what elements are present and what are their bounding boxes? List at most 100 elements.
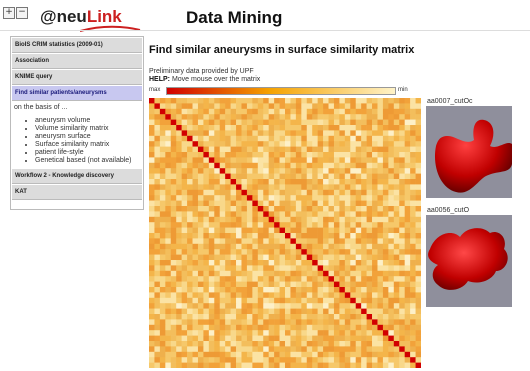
- matrix-cell[interactable]: [415, 324, 421, 331]
- matrix-cell[interactable]: [415, 227, 421, 234]
- matrix-cell[interactable]: [393, 108, 400, 115]
- matrix-cell[interactable]: [388, 184, 395, 191]
- matrix-cell[interactable]: [257, 146, 264, 153]
- matrix-cell[interactable]: [372, 130, 378, 137]
- matrix-cell[interactable]: [203, 346, 210, 353]
- matrix-cell[interactable]: [279, 330, 286, 336]
- matrix-cell[interactable]: [241, 287, 248, 293]
- matrix-cell[interactable]: [361, 249, 367, 255]
- matrix-cell[interactable]: [165, 103, 172, 110]
- matrix-cell[interactable]: [339, 346, 346, 353]
- matrix-cell[interactable]: [154, 157, 161, 164]
- matrix-cell[interactable]: [219, 287, 226, 293]
- matrix-cell[interactable]: [312, 98, 318, 104]
- matrix-cell[interactable]: [372, 330, 378, 336]
- matrix-cell[interactable]: [323, 265, 329, 272]
- matrix-cell[interactable]: [181, 168, 188, 174]
- matrix-cell[interactable]: [415, 341, 421, 347]
- matrix-cell[interactable]: [192, 211, 199, 218]
- matrix-cell[interactable]: [268, 146, 275, 153]
- matrix-cell[interactable]: [187, 335, 193, 342]
- matrix-cell[interactable]: [246, 330, 253, 336]
- matrix-cell[interactable]: [295, 119, 302, 126]
- matrix-cell[interactable]: [214, 335, 221, 342]
- matrix-cell[interactable]: [187, 281, 193, 288]
- matrix-cell[interactable]: [350, 238, 357, 245]
- matrix-cell[interactable]: [170, 103, 177, 110]
- matrix-cell[interactable]: [236, 233, 242, 239]
- matrix-cell[interactable]: [350, 292, 357, 299]
- matrix-cell[interactable]: [317, 335, 324, 342]
- matrix-cell[interactable]: [159, 346, 166, 353]
- matrix-cell[interactable]: [274, 227, 280, 234]
- matrix-cell[interactable]: [344, 157, 351, 164]
- matrix-cell[interactable]: [328, 292, 335, 299]
- matrix-cell[interactable]: [192, 103, 199, 110]
- matrix-cell[interactable]: [246, 222, 253, 228]
- matrix-diagonal-cell[interactable]: [382, 330, 389, 336]
- matrix-cell[interactable]: [263, 189, 269, 196]
- matrix-cell[interactable]: [285, 125, 291, 131]
- matrix-cell[interactable]: [317, 195, 324, 201]
- matrix-cell[interactable]: [382, 211, 389, 218]
- matrix-cell[interactable]: [393, 135, 400, 142]
- matrix-cell[interactable]: [366, 103, 373, 110]
- matrix-cell[interactable]: [176, 254, 182, 261]
- matrix-cell[interactable]: [236, 303, 242, 309]
- matrix-cell[interactable]: [290, 162, 297, 169]
- matrix-cell[interactable]: [306, 341, 313, 347]
- matrix-cell[interactable]: [393, 276, 400, 282]
- matrix-cell[interactable]: [263, 265, 269, 272]
- matrix-cell[interactable]: [219, 200, 226, 207]
- matrix-cell[interactable]: [225, 168, 231, 174]
- matrix-cell[interactable]: [339, 114, 346, 120]
- matrix-cell[interactable]: [149, 206, 155, 212]
- sidebar-item-kat[interactable]: KAT: [12, 185, 142, 200]
- matrix-cell[interactable]: [339, 238, 346, 245]
- matrix-cell[interactable]: [323, 114, 329, 120]
- matrix-cell[interactable]: [285, 114, 291, 120]
- matrix-cell[interactable]: [236, 200, 242, 207]
- matrix-cell[interactable]: [361, 141, 367, 147]
- matrix-cell[interactable]: [372, 189, 378, 196]
- matrix-cell[interactable]: [350, 362, 357, 368]
- matrix-cell[interactable]: [301, 130, 308, 137]
- matrix-cell[interactable]: [350, 184, 357, 191]
- matrix-cell[interactable]: [377, 243, 384, 250]
- matrix-cell[interactable]: [208, 211, 215, 218]
- matrix-cell[interactable]: [149, 303, 155, 309]
- matrix-cell[interactable]: [170, 341, 177, 347]
- matrix-cell[interactable]: [149, 308, 155, 315]
- matrix-cell[interactable]: [149, 276, 155, 282]
- matrix-cell[interactable]: [388, 98, 395, 104]
- matrix-diagonal-cell[interactable]: [263, 211, 269, 218]
- matrix-cell[interactable]: [388, 233, 395, 239]
- matrix-cell[interactable]: [170, 308, 177, 315]
- matrix-cell[interactable]: [410, 103, 416, 110]
- matrix-cell[interactable]: [366, 265, 373, 272]
- matrix-cell[interactable]: [225, 346, 231, 353]
- matrix-cell[interactable]: [279, 314, 286, 320]
- matrix-cell[interactable]: [208, 243, 215, 250]
- matrix-cell[interactable]: [350, 195, 357, 201]
- matrix-cell[interactable]: [301, 157, 308, 164]
- matrix-cell[interactable]: [382, 162, 389, 169]
- matrix-cell[interactable]: [241, 108, 248, 115]
- matrix-cell[interactable]: [274, 270, 280, 277]
- matrix-cell[interactable]: [241, 179, 248, 185]
- matrix-cell[interactable]: [208, 254, 215, 261]
- matrix-cell[interactable]: [355, 179, 362, 185]
- matrix-cell[interactable]: [252, 173, 259, 180]
- matrix-cell[interactable]: [263, 270, 269, 277]
- matrix-cell[interactable]: [214, 189, 221, 196]
- matrix-cell[interactable]: [203, 130, 210, 137]
- matrix-cell[interactable]: [241, 265, 248, 272]
- matrix-cell[interactable]: [279, 243, 286, 250]
- matrix-cell[interactable]: [257, 135, 264, 142]
- matrix-cell[interactable]: [344, 141, 351, 147]
- matrix-cell[interactable]: [257, 357, 264, 363]
- matrix-cell[interactable]: [230, 108, 237, 115]
- matrix-cell[interactable]: [274, 157, 280, 164]
- matrix-cell[interactable]: [197, 152, 204, 158]
- matrix-cell[interactable]: [257, 254, 264, 261]
